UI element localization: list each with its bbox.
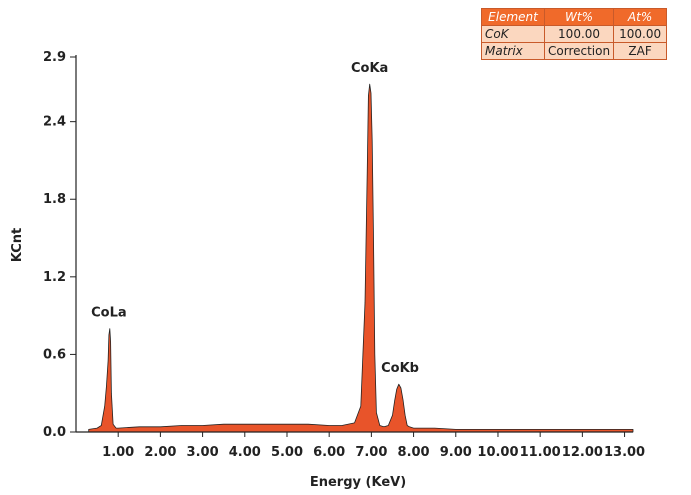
x-tick-label: 13.00	[604, 445, 645, 460]
y-tick-label: 2.9	[43, 50, 66, 65]
x-tick-label: 7.00	[355, 445, 387, 460]
cell-wt-percent: 100.00	[543, 25, 615, 43]
y-tick-label: 1.2	[43, 270, 66, 285]
spectrum-series	[88, 83, 634, 433]
cell-zaf: ZAF	[613, 42, 668, 60]
x-tick-label: 3.00	[187, 445, 219, 460]
x-axis-ticks: 1.00 2.00 3.00 4.00 5.00 6.00 7.00 8.00 9.00 10.0…	[102, 432, 645, 460]
peak-label: CoLa	[91, 306, 127, 321]
x-tick-label: 1.00	[102, 445, 134, 460]
header-element: Element	[481, 8, 545, 26]
x-tick-label: 4.00	[229, 445, 261, 460]
cell-at-percent: 100.00	[613, 25, 668, 43]
spectrum-area	[88, 83, 634, 433]
x-tick-label: 10.00	[477, 445, 518, 460]
y-tick-label: 0.6	[43, 347, 66, 362]
x-axis-label: Energy (KeV)	[310, 475, 406, 490]
x-tick-label: 2.00	[144, 445, 176, 460]
y-tick-label: 0.0	[43, 425, 66, 440]
y-tick-label: 2.4	[43, 115, 66, 130]
y-axis-label: KCnt	[10, 228, 25, 263]
composition-header-row: Element Wt% At%	[481, 8, 668, 26]
cell-matrix: Matrix	[481, 42, 545, 60]
x-tick-label: 12.00	[562, 445, 603, 460]
y-axis-ticks: 0.0 0.6 1.2 1.8 2.4 2.9	[43, 50, 76, 440]
peak-annotations: CoLa CoKa CoKb	[91, 61, 419, 376]
header-wt-percent: Wt%	[543, 8, 615, 26]
x-tick-label: 5.00	[271, 445, 303, 460]
x-tick-label: 6.00	[313, 445, 345, 460]
composition-row-cok: CoK 100.00 100.00	[481, 25, 668, 43]
header-at-percent: At%	[613, 8, 668, 26]
peak-label: CoKb	[381, 361, 419, 376]
y-tick-label: 1.8	[43, 192, 66, 207]
composition-table: Element Wt% At% CoK 100.00 100.00 Matrix…	[481, 8, 668, 60]
x-tick-label: 11.00	[520, 445, 561, 460]
cell-element: CoK	[481, 25, 545, 43]
cell-correction: Correction	[543, 42, 615, 60]
composition-row-matrix: Matrix Correction ZAF	[481, 42, 668, 60]
peak-label: CoKa	[351, 61, 388, 76]
axes	[75, 55, 633, 433]
x-tick-label: 8.00	[398, 445, 430, 460]
x-tick-label: 9.00	[440, 445, 472, 460]
